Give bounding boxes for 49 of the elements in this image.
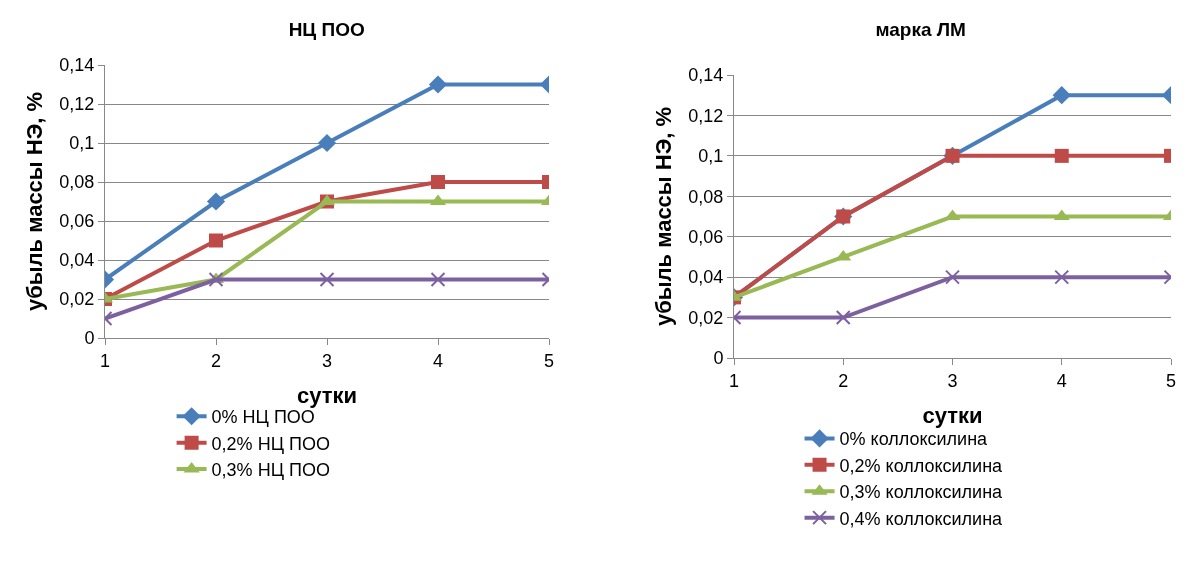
y-tick-label: 0,12	[59, 94, 95, 115]
point	[317, 133, 337, 153]
y-tick-label: 0,06	[688, 227, 724, 248]
point	[319, 272, 335, 287]
legend-label: 0% НЦ ПОО	[211, 407, 315, 428]
x-tick-label: 2	[838, 370, 849, 391]
y-tick-label: 0,04	[688, 267, 724, 288]
x-tick-label: 1	[99, 350, 111, 371]
x-axis-title: сутки	[296, 383, 358, 409]
x-axis-title: сутки	[922, 403, 983, 429]
legend-label: 0,3% коллоксилина	[839, 482, 1004, 503]
chart-title: марка ЛМ	[875, 19, 966, 41]
y-tick-label: 0,1	[69, 133, 95, 154]
point	[428, 75, 448, 94]
y-tick-label: 0,12	[688, 105, 724, 126]
x-tick-label: 4	[432, 350, 444, 371]
legend-label: 0,2% коллоксилина	[839, 455, 1004, 476]
point	[208, 272, 224, 287]
x-tick-label: 3	[321, 350, 333, 371]
chart-title: НЦ ПОО	[288, 19, 365, 41]
x-tick-label: 1	[728, 370, 740, 391]
point	[431, 175, 445, 189]
y-axis-title: убыль массы НЭ, %	[22, 91, 48, 312]
x-tick-label: 5	[1165, 370, 1177, 391]
y-tick-label: 0,04	[59, 250, 95, 271]
y-tick-label: 0,08	[59, 172, 95, 193]
legend-label: 0% коллоксилина	[839, 429, 989, 450]
y-tick-label: 0,02	[59, 289, 95, 310]
x-tick-label: 4	[1056, 370, 1067, 391]
x-tick-label: 2	[210, 350, 222, 371]
y-tick-label: 0	[713, 348, 724, 369]
y-axis-title: убыль массы НЭ, %	[651, 106, 677, 327]
x-tick-label: 3	[947, 370, 958, 391]
y-tick-label: 0,02	[688, 307, 724, 328]
legend-label: 0,2% НЦ ПОО	[211, 433, 330, 454]
y-tick-label: 0,14	[59, 55, 95, 76]
point	[945, 269, 960, 285]
point	[1054, 148, 1069, 163]
legend-label: 0,4% коллоксилина	[839, 508, 1004, 529]
y-tick-label: 0,06	[59, 211, 95, 232]
point	[206, 192, 226, 211]
y-tick-label: 0	[84, 328, 95, 349]
y-tick-label: 0,1	[698, 146, 724, 167]
x-tick-label: 5	[543, 350, 555, 371]
legend-label: 0,3% НЦ ПОО	[211, 460, 330, 481]
point	[209, 233, 223, 248]
point	[430, 272, 446, 287]
y-tick-label: 0,08	[688, 186, 724, 207]
y-tick-label: 0,14	[688, 65, 724, 86]
